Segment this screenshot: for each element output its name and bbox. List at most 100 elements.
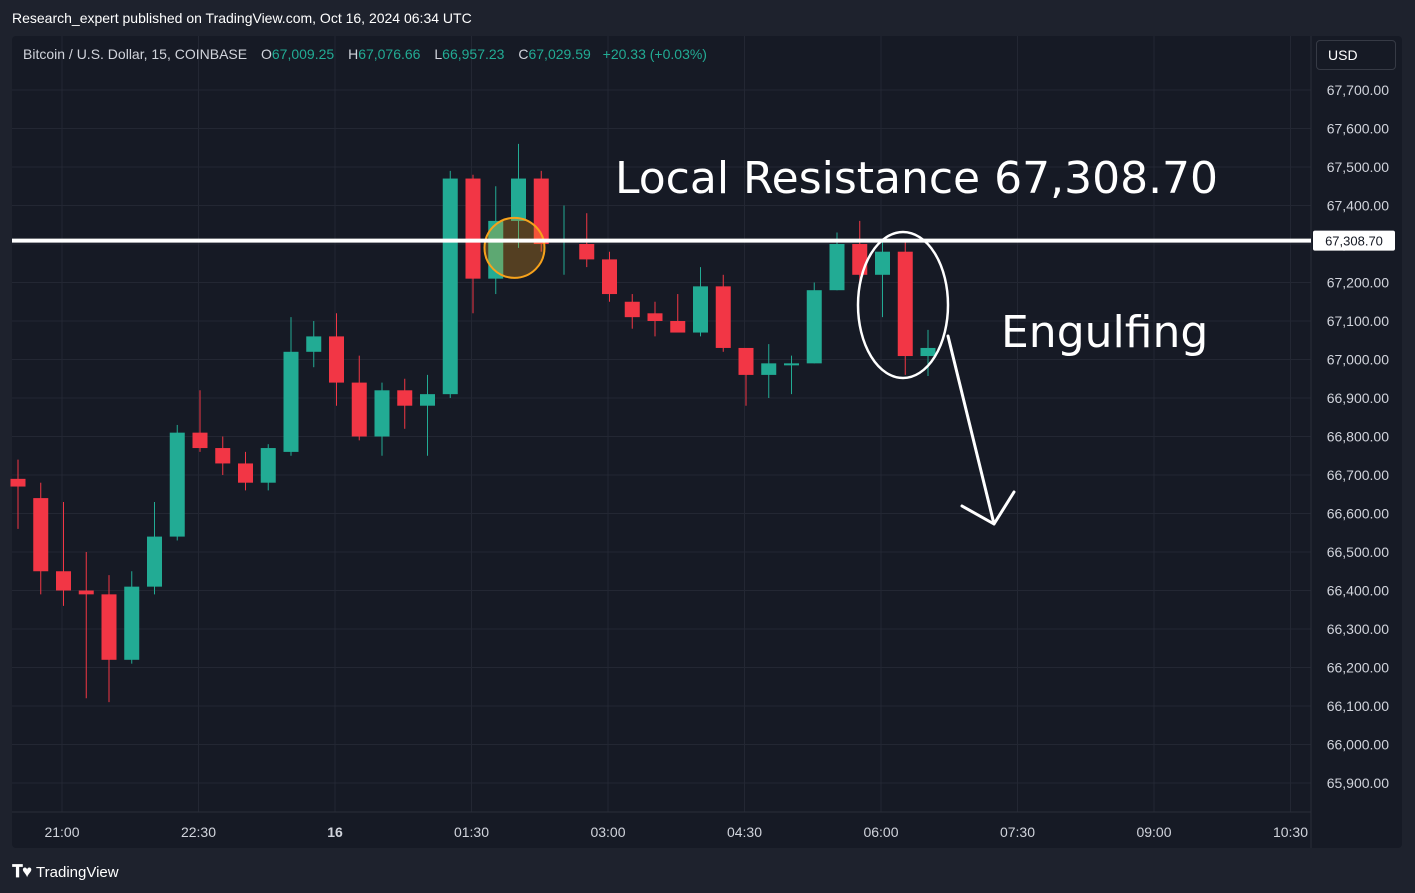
- candle: [920, 329, 936, 377]
- candle: [56, 501, 71, 606]
- candle-body: [806, 290, 822, 364]
- candle: [806, 282, 822, 364]
- chart-panel[interactable]: [12, 36, 1402, 848]
- candle: [693, 267, 708, 337]
- time-tick-label: 21:00: [44, 824, 79, 840]
- candle: [238, 451, 253, 491]
- candle-body: [101, 594, 117, 660]
- low-label: L: [434, 46, 443, 62]
- candle: [124, 571, 140, 664]
- price-tick-label: 66,400.00: [1327, 583, 1389, 599]
- tradingview-logo-icon: 𝐓♥: [12, 862, 32, 881]
- candle: [351, 355, 367, 441]
- candle: [169, 424, 185, 541]
- price-tick-label: 67,400.00: [1327, 198, 1389, 214]
- high-label: H: [348, 46, 359, 62]
- close-value: 67,029.59: [528, 46, 591, 62]
- price-tick-label: 66,200.00: [1327, 660, 1389, 676]
- candle-body: [192, 432, 208, 449]
- candle-body: [147, 536, 162, 587]
- candle-body: [670, 321, 686, 333]
- candle: [442, 170, 458, 398]
- candle-body: [260, 448, 276, 483]
- candle-body: [329, 336, 344, 383]
- candle-body: [488, 220, 504, 279]
- candle-body: [397, 390, 413, 406]
- candle: [852, 220, 868, 283]
- price-tick-label: 67,200.00: [1327, 275, 1389, 291]
- resistance-price-label: 67,308.70: [1325, 234, 1383, 249]
- price-tick-label: 66,800.00: [1327, 429, 1389, 445]
- time-tick-label: 22:30: [181, 824, 216, 840]
- candle-body: [738, 347, 754, 375]
- candle: [875, 240, 890, 318]
- candle-body: [829, 244, 845, 291]
- highlight-circle-shape: [483, 216, 546, 279]
- candle: [397, 378, 413, 429]
- candle: [10, 459, 26, 529]
- engulfing-drawings: [856, 230, 1016, 526]
- time-tick-label: 16: [327, 824, 343, 840]
- price-tick-label: 66,000.00: [1327, 737, 1389, 753]
- price-tick-label: 67,100.00: [1327, 313, 1389, 329]
- candle-body: [420, 394, 435, 406]
- candle: [511, 143, 526, 248]
- candle: [624, 294, 640, 329]
- candle: [602, 251, 617, 302]
- candle: [647, 301, 663, 337]
- engulfing-annotation: Engulfing: [1001, 307, 1208, 358]
- candle: [260, 444, 276, 491]
- candle: [33, 482, 49, 595]
- candle-body: [624, 301, 640, 318]
- candle-body: [693, 286, 708, 333]
- change-value: +20.33 (+0.03%): [602, 46, 707, 62]
- candle-body: [647, 313, 663, 321]
- footer-branding: 𝐓♥ TradingView: [12, 862, 119, 882]
- candle: [78, 552, 94, 699]
- open-label: O: [260, 46, 272, 62]
- candle: [192, 390, 208, 452]
- resistance-line: 67,308.70: [12, 230, 1395, 251]
- candle: [329, 313, 344, 406]
- time-tick-label: 03:00: [590, 824, 625, 840]
- candle-body: [215, 448, 231, 464]
- price-axis[interactable]: 65,900.00 66,000.00 66,100.00 66,200.00 66,3…: [1327, 82, 1389, 791]
- price-tick-label: 66,300.00: [1327, 621, 1389, 637]
- candle: [784, 355, 799, 395]
- price-tick-label: 67,500.00: [1327, 159, 1389, 175]
- time-tick-label: 09:00: [1136, 824, 1171, 840]
- candle-body: [124, 586, 140, 660]
- price-tick-label: 66,100.00: [1327, 698, 1389, 714]
- candle: [465, 174, 481, 314]
- candle: [101, 575, 117, 703]
- candle-body: [33, 498, 49, 572]
- candle: [897, 240, 913, 375]
- time-axis[interactable]: 21:00 22:30 16 01:30 03:00 04:30 06:00 07:30 09:…: [44, 824, 1308, 840]
- candle-body: [283, 351, 299, 452]
- low-value: 66,957.23: [442, 46, 505, 62]
- time-tick-label: 04:30: [727, 824, 762, 840]
- candle-body: [920, 347, 936, 357]
- candle-body: [875, 251, 890, 275]
- time-tick-label: 10:30: [1273, 824, 1308, 840]
- candle-body: [56, 571, 71, 591]
- symbol-label[interactable]: Bitcoin / U.S. Dollar, 15, COINBASE: [23, 46, 248, 62]
- resistance-price-tag: [1313, 230, 1395, 251]
- currency-button[interactable]: USD: [1316, 40, 1396, 70]
- candle: [215, 436, 231, 475]
- candle: [738, 347, 754, 406]
- price-tick-label: 66,600.00: [1327, 506, 1389, 522]
- candle-body: [238, 463, 253, 483]
- grid-lines: [12, 36, 1311, 812]
- candle: [147, 501, 162, 595]
- open-value: 67,009.25: [271, 46, 335, 62]
- price-tick-label: 66,500.00: [1327, 544, 1389, 560]
- engulfing-ellipse: [856, 230, 950, 380]
- candle-body: [306, 336, 322, 352]
- candle-body: [715, 286, 731, 348]
- candle: [761, 344, 777, 398]
- candle-body: [602, 259, 617, 295]
- candle-body: [169, 432, 185, 537]
- candle-body: [897, 251, 913, 357]
